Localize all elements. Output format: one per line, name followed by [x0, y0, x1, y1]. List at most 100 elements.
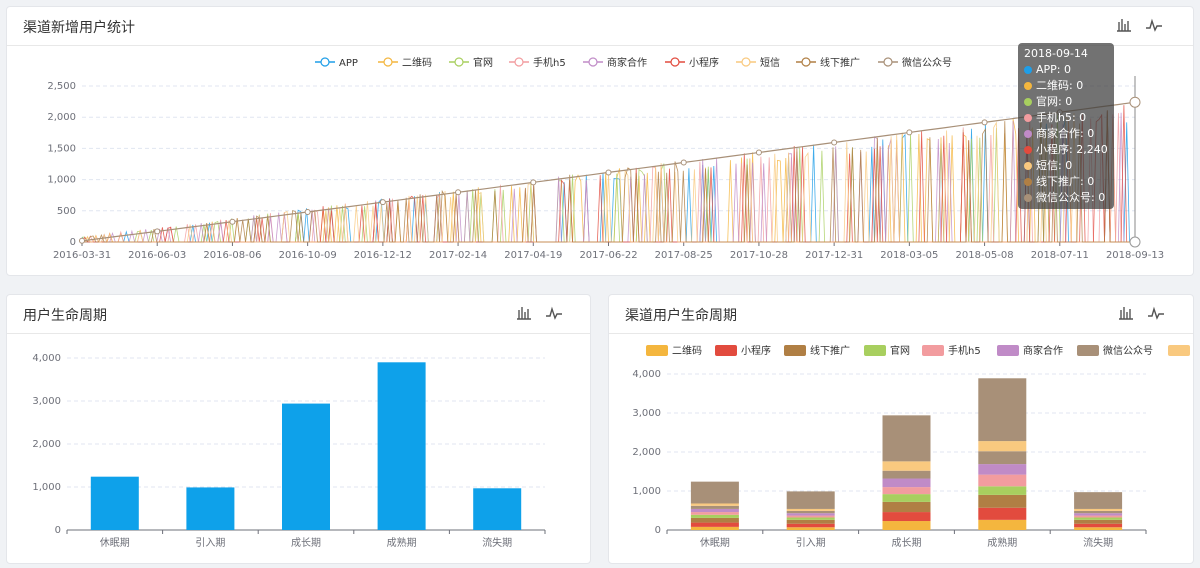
bar-segment: [882, 521, 931, 530]
hover-point-base: [1129, 236, 1141, 248]
bar-segment: [786, 513, 835, 516]
legend-label: 二维码: [402, 56, 432, 69]
data-point: [530, 179, 537, 186]
x-tick-label: 引入期: [195, 537, 225, 549]
x-tick-label: 引入期: [796, 537, 826, 549]
bar-chart-toggle-icon[interactable]: [515, 304, 533, 322]
bar-chart-toggle-icon[interactable]: [1117, 304, 1135, 322]
legend-swatch: [864, 345, 886, 356]
bar-segment: [690, 522, 739, 527]
bar-segment: [1074, 515, 1123, 518]
panel-title: 渠道用户生命周期: [625, 308, 737, 324]
tooltip-label: 线下推广: 0: [1036, 175, 1095, 188]
x-tick-label: 2016-12-12: [354, 250, 412, 261]
panel-header: 渠道用户生命周期: [609, 295, 1193, 334]
data-point: [605, 169, 612, 176]
legend-swatch: [1077, 345, 1099, 356]
legend-marker: [883, 57, 893, 67]
bar: [186, 487, 235, 530]
line-chart: APP 二维码 官网 手机h5 商家合作 小程序 短信 线下推广 微信公众号 0 500 1,000 1…: [47, 56, 1164, 261]
bar: [90, 476, 139, 530]
legend-swatch: [784, 345, 806, 356]
x-tick-label: 2017-04-19: [504, 250, 562, 261]
panel-title: 渠道新增用户统计: [23, 20, 135, 36]
channel-lifecycle-panel: 渠道用户生命周期 二维码小程序线下推广官网手机h5商家合作微信公众号短信01,0…: [608, 294, 1194, 564]
x-tick-label: 2017-12-31: [805, 250, 863, 261]
bar: [282, 403, 330, 530]
y-tick-label: 2,000: [47, 112, 76, 123]
bar-segment: [1074, 508, 1123, 511]
y-tick-label: 1,000: [632, 486, 661, 497]
line-chart-toggle-icon[interactable]: [1147, 304, 1165, 322]
tooltip-label: 官网: 0: [1036, 95, 1073, 108]
x-tick-label: 2017-08-25: [655, 250, 713, 261]
data-point: [755, 149, 762, 156]
bar-segment: [1074, 527, 1123, 530]
bar-segment: [978, 451, 1027, 465]
bar-segment: [690, 517, 739, 523]
x-tick-label: 流失期: [1083, 536, 1113, 549]
lifecycle-panel: 用户生命周期 0 1,000 2,000 3,000 4,000 休眠期 引入期 成长期 成熟期…: [6, 294, 591, 564]
x-tick-label: 2017-06-22: [579, 250, 637, 261]
tooltip-row: 官网: 0: [1024, 94, 1108, 110]
x-tick-label: 2016-08-06: [203, 250, 261, 261]
hover-point: [1129, 96, 1141, 108]
legend-marker: [514, 57, 524, 67]
tooltip-row: 短信: 0: [1024, 158, 1108, 174]
bar-segment: [786, 519, 835, 524]
tooltip-row: APP: 0: [1024, 62, 1108, 78]
bar-segment: [786, 515, 835, 518]
bar-segment: [690, 481, 739, 504]
bar-segment: [978, 474, 1027, 487]
legend-label: 二维码: [672, 344, 702, 357]
x-tick-label: 2018-09-13: [1106, 250, 1164, 261]
legend-marker: [383, 57, 393, 67]
legend-label: 短信: [760, 56, 780, 69]
bar-segment: [690, 526, 739, 530]
x-tick-label: 2017-02-14: [429, 250, 487, 261]
x-tick-label: 流失期: [482, 536, 512, 549]
bar: [473, 488, 522, 530]
bar-segment: [1074, 519, 1123, 524]
tooltip-dot: [1024, 114, 1032, 122]
tooltip-row: 手机h5: 0: [1024, 110, 1108, 126]
bar-segment: [882, 461, 931, 471]
tooltip-label: 二维码: 0: [1036, 79, 1084, 92]
tooltip-label: APP: 0: [1036, 63, 1071, 76]
y-tick-label: 2,000: [32, 439, 61, 450]
y-tick-label: 1,500: [47, 143, 76, 154]
data-point: [304, 208, 311, 215]
bar-segment: [786, 510, 835, 514]
x-tick-label: 2018-07-11: [1031, 250, 1089, 261]
tooltip-dot: [1024, 178, 1032, 186]
y-tick-label: 4,000: [632, 369, 661, 380]
x-tick-label: 成长期: [892, 537, 922, 549]
bar-chart-toggle-icon[interactable]: [1115, 16, 1133, 34]
data-point: [831, 139, 838, 146]
bar-chart: 0 1,000 2,000 3,000 4,000 休眠期 引入期 成长期 成熟期 流失期: [32, 353, 546, 549]
legend-label: 手机h5: [948, 344, 981, 357]
x-tick-label: 2018-05-08: [956, 250, 1014, 261]
tooltip-dot: [1024, 98, 1032, 106]
y-tick-label: 1,000: [32, 482, 61, 493]
x-tick-label: 休眠期: [100, 537, 130, 549]
legend-swatch: [646, 345, 668, 356]
legend-swatch: [997, 345, 1019, 356]
y-tick-label: 500: [57, 206, 76, 217]
tooltip-label: 短信: 0: [1036, 159, 1073, 172]
bar-segment: [978, 519, 1027, 530]
bar: [377, 362, 426, 530]
bar-segment: [786, 491, 835, 509]
line-chart-toggle-icon[interactable]: [545, 304, 563, 322]
tooltip-row: 二维码: 0: [1024, 78, 1108, 94]
legend-label: 微信公众号: [902, 56, 952, 69]
data-point: [680, 159, 687, 166]
channel-new-users-panel: 渠道新增用户统计 APP 二维码 官网 手机h5 商家合作 小程序 短信 线下推广 微信公众号 0…: [6, 6, 1194, 276]
data-point: [379, 199, 386, 206]
bar-segment: [690, 503, 739, 506]
x-tick-label: 2016-06-03: [128, 250, 186, 261]
tooltip-row: 微信公众号: 0: [1024, 190, 1108, 206]
y-tick-label: 2,500: [47, 81, 76, 92]
line-chart-toggle-icon[interactable]: [1145, 16, 1163, 34]
bar-segment: [1074, 492, 1123, 509]
